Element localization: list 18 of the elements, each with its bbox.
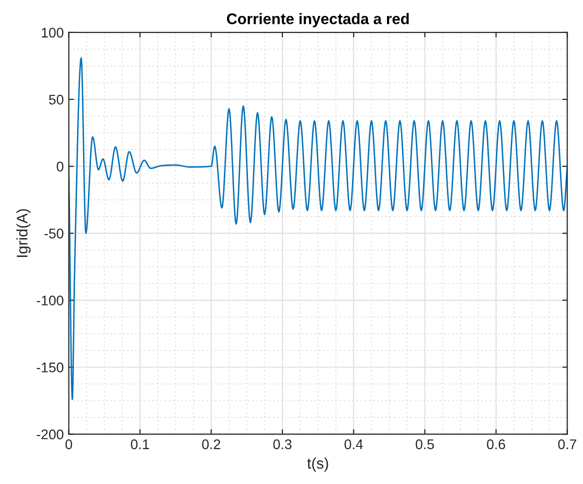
y-tick-label: 50 bbox=[49, 94, 64, 105]
x-tick-label: 0.7 bbox=[558, 439, 576, 450]
y-tick-label: -50 bbox=[44, 228, 64, 238]
x-tick-label: 0 bbox=[65, 439, 72, 450]
x-tick-label: 0.5 bbox=[416, 439, 434, 450]
x-tick-label: 0.4 bbox=[344, 439, 363, 450]
y-tick-label: 100 bbox=[42, 28, 64, 38]
y-tick-label: 0 bbox=[56, 162, 64, 172]
y-axis-title: Igrid(A) bbox=[16, 209, 31, 257]
y-tick-label: -150 bbox=[36, 362, 64, 372]
x-tick-label: 0.1 bbox=[130, 439, 149, 450]
x-tick-label: 0.2 bbox=[202, 439, 220, 450]
x-tick-label: 0.6 bbox=[486, 439, 506, 450]
x-tick-label: 0.3 bbox=[273, 439, 292, 450]
y-tick-label: -200 bbox=[36, 429, 64, 440]
x-axis-title: t(s) bbox=[307, 458, 328, 472]
chart-title: Corriente inyectada a red bbox=[226, 13, 409, 28]
y-tick-label: -100 bbox=[36, 296, 64, 306]
